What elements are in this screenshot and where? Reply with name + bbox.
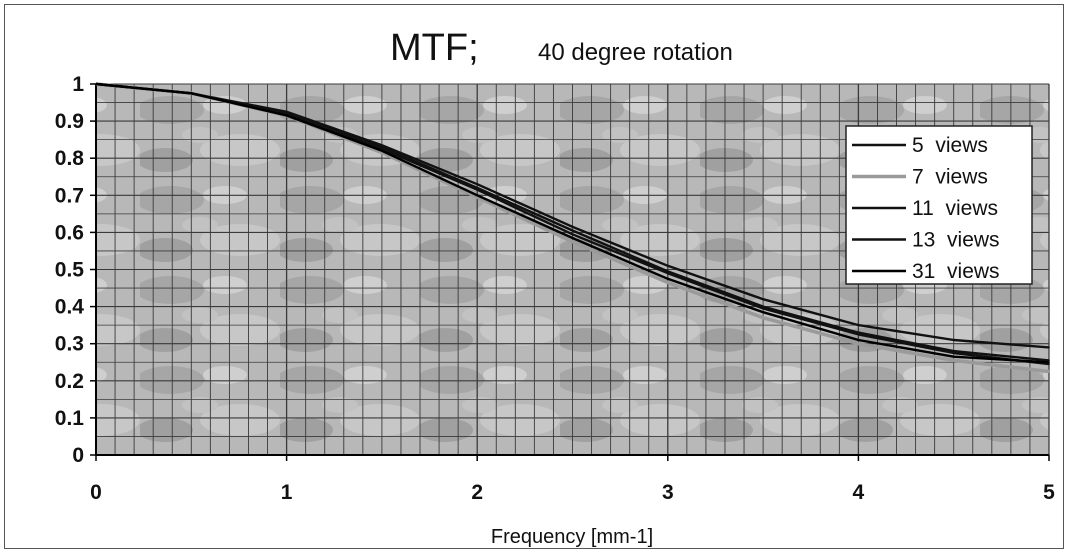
legend-label-5-views: 5 views bbox=[912, 134, 988, 157]
series-point-13-views bbox=[381, 146, 383, 148]
y-tick-label: 0.6 bbox=[55, 221, 84, 244]
series-point-7-views bbox=[762, 316, 764, 319]
series-point-31-views bbox=[762, 311, 764, 313]
series-point-11-views bbox=[952, 352, 955, 354]
series-point-31-views bbox=[381, 149, 383, 152]
series-point-31-views bbox=[667, 277, 669, 280]
y-tick-label: 0.2 bbox=[55, 370, 84, 393]
y-tick-label: 0.9 bbox=[55, 110, 84, 133]
series-point-5-views bbox=[952, 339, 955, 341]
series-point-7-views bbox=[857, 342, 860, 345]
series-point-31-views bbox=[857, 339, 860, 341]
series-point-5-views bbox=[857, 324, 860, 326]
chart-subtitle: 40 degree rotation bbox=[538, 39, 733, 66]
series-point-7-views bbox=[1048, 370, 1050, 373]
series-point-13-views bbox=[476, 187, 479, 189]
legend-box bbox=[845, 125, 1033, 285]
series-point-5-views bbox=[476, 183, 479, 185]
x-tick-label: 4 bbox=[853, 481, 865, 504]
series-point-13-views bbox=[571, 229, 574, 232]
y-tick-label: 0.8 bbox=[55, 147, 85, 170]
series-point-11-views bbox=[762, 307, 764, 310]
series-point-31-views bbox=[95, 83, 97, 85]
series-point-13-views bbox=[857, 331, 860, 334]
x-tick-label: 2 bbox=[471, 481, 483, 504]
series-point-5-views bbox=[285, 111, 288, 113]
y-tick-label: 0.4 bbox=[55, 296, 85, 319]
series-point-5-views bbox=[1048, 346, 1050, 349]
series-point-31-views bbox=[476, 194, 479, 197]
chart-title: MTF; bbox=[390, 27, 479, 69]
series-point-31-views bbox=[952, 355, 955, 358]
series-point-31-views bbox=[190, 92, 193, 95]
y-tick-label: 0 bbox=[72, 444, 84, 467]
y-tick-label: 0.3 bbox=[55, 333, 84, 356]
series-point-31-views bbox=[1048, 361, 1050, 364]
y-axis-ticks: 0 0.1 0.2 0.3 0.4 0.5 0.6 0.7 0.8 0.9 1 bbox=[55, 73, 96, 467]
series-point-31-views bbox=[571, 237, 574, 239]
series-point-5-views bbox=[571, 226, 574, 228]
legend-label-13-views: 13 views bbox=[912, 229, 1000, 252]
series-point-13-views bbox=[1048, 359, 1050, 362]
series-point-31-views bbox=[285, 114, 288, 117]
series-point-7-views bbox=[952, 359, 955, 362]
legend-label-7-views: 7 views bbox=[912, 166, 988, 189]
x-tick-label: 0 bbox=[90, 481, 102, 504]
legend-label-31-views: 31 views bbox=[912, 260, 1000, 283]
y-tick-label: 0.7 bbox=[55, 184, 84, 207]
legend: 5 views 7 views 11 views 13 views 31 views bbox=[845, 125, 1033, 285]
series-lines bbox=[95, 82, 1050, 374]
series-point-5-views bbox=[762, 298, 764, 300]
series-point-13-views bbox=[667, 270, 669, 273]
series-point-7-views bbox=[571, 240, 574, 243]
x-tick-label: 5 bbox=[1043, 481, 1055, 504]
x-tick-label: 3 bbox=[662, 481, 674, 504]
series-point-11-views bbox=[1048, 363, 1050, 365]
x-tick-label: 1 bbox=[281, 481, 293, 504]
legend-label-11-views: 11 views bbox=[912, 197, 998, 220]
series-point-13-views bbox=[952, 350, 955, 352]
x-axis-label: Frequency [mm-1] bbox=[491, 526, 653, 548]
series-point-13-views bbox=[285, 112, 288, 115]
series-point-13-views bbox=[762, 305, 764, 308]
series-point-5-views bbox=[667, 264, 669, 267]
y-tick-label: 1 bbox=[72, 73, 84, 96]
series-point-5-views bbox=[381, 144, 383, 147]
series-point-11-views bbox=[571, 233, 574, 236]
y-tick-label: 0.5 bbox=[55, 259, 85, 282]
series-point-7-views bbox=[667, 281, 669, 284]
x-axis-ticks: 0 1 2 3 4 5 bbox=[90, 455, 1055, 504]
series-point-11-views bbox=[857, 333, 860, 336]
y-tick-label: 0.1 bbox=[55, 407, 85, 430]
